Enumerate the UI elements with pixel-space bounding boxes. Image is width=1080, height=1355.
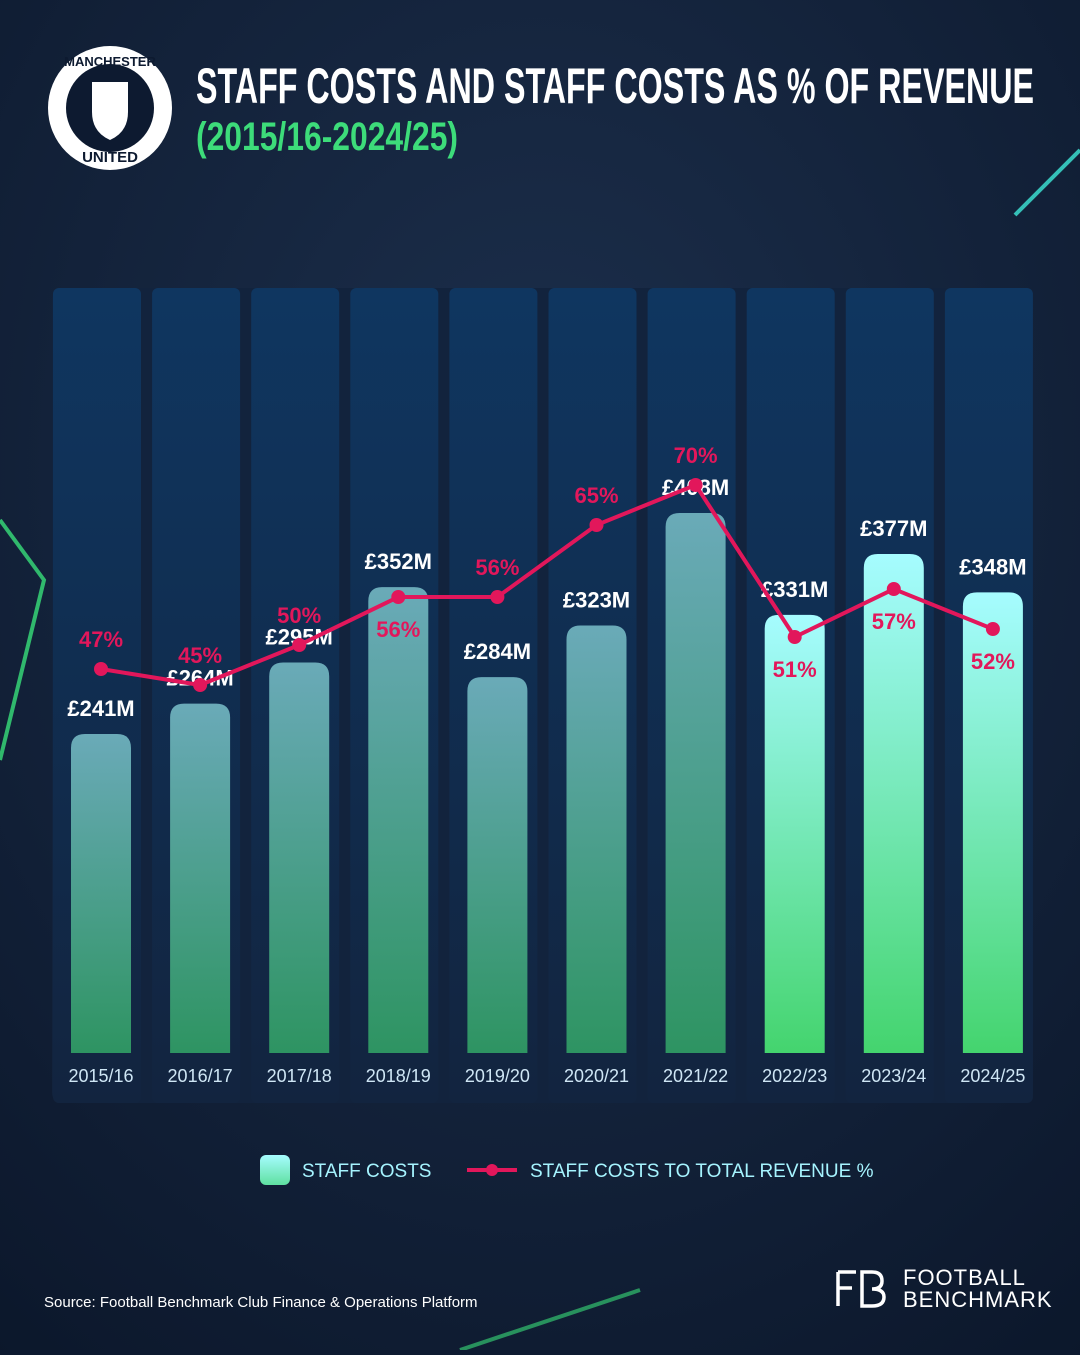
x-tick-label: 2016/17: [168, 1066, 233, 1086]
bar: [764, 614, 825, 1053]
bar-value-label: £377M: [860, 516, 927, 541]
x-tick-label: 2019/20: [465, 1066, 530, 1086]
bar-value-label: £284M: [464, 639, 531, 664]
line-value-label: 52%: [971, 649, 1015, 674]
neon-line: [459, 1288, 641, 1352]
bar-value-label: £331M: [761, 577, 828, 602]
legend-swatch-bar: [260, 1155, 290, 1185]
bar: [467, 677, 528, 1053]
brand-text: FOOTBALL: [903, 1265, 1026, 1290]
x-tick-label: 2024/25: [960, 1066, 1025, 1086]
bar: [170, 703, 231, 1053]
source: Source: Football Benchmark Club Finance …: [44, 1294, 478, 1311]
bar: [368, 587, 429, 1053]
line-point: [985, 622, 1000, 636]
x-tick-label: 2020/21: [564, 1066, 629, 1086]
bar: [665, 513, 726, 1053]
line-point: [292, 638, 307, 652]
brand-text: BENCHMARK: [903, 1287, 1053, 1312]
line-point: [391, 590, 406, 604]
line-value-label: 51%: [773, 657, 817, 682]
neon-line: [0, 518, 47, 761]
line-value-label: 65%: [574, 483, 618, 508]
legend-label: STAFF COSTS: [302, 1161, 431, 1182]
x-tick-label: 2023/24: [861, 1066, 926, 1086]
line-point: [886, 582, 901, 596]
x-tick-label: 2022/23: [762, 1066, 827, 1086]
legend-swatch-dot: [486, 1164, 498, 1176]
bar-value-label: £241M: [67, 696, 134, 721]
line-value-label: 50%: [277, 603, 321, 628]
bar: [71, 734, 131, 1053]
line-value-label: 56%: [475, 555, 519, 580]
x-tick-label: 2018/19: [366, 1066, 431, 1086]
line-point: [490, 590, 505, 604]
bar: [863, 554, 924, 1053]
crest-shield: [92, 82, 128, 140]
neon-line: [1013, 148, 1080, 217]
crest-top-text: MANCHESTER: [64, 54, 156, 69]
line: [100, 482, 994, 688]
bar-value-label: £348M: [959, 554, 1026, 579]
x-tick-label: 2015/16: [68, 1066, 133, 1086]
line-value-label: 57%: [872, 609, 916, 634]
bar: [962, 592, 1023, 1053]
bar-value-label: £352M: [365, 549, 432, 574]
line-value-label: 56%: [376, 617, 420, 642]
bar: [269, 662, 330, 1053]
line-point: [688, 478, 703, 492]
line-point: [193, 678, 208, 692]
line-point: [94, 662, 108, 676]
line-point: [589, 518, 604, 532]
plot: 2015/16 2016/17 2017/18 2018/19 2019/20 2020/…: [53, 288, 1033, 1103]
brand-logo: FOOTBALL BENCHMARK: [836, 1265, 1053, 1312]
line-value-label: 47%: [79, 627, 123, 652]
subtitle: (2015/16-2024/25): [196, 115, 458, 159]
legend: STAFF COSTS STAFF COSTS TO TOTAL REVENUE…: [260, 1155, 874, 1185]
x-tick-label: 2021/22: [663, 1066, 728, 1086]
line-value-label: 70%: [674, 443, 718, 468]
brand-mark: [836, 1270, 886, 1308]
club-crest: MANCHESTER UNITED: [48, 46, 172, 170]
crest-bottom-text: UNITED: [82, 149, 138, 166]
legend-label: STAFF COSTS TO TOTAL REVENUE %: [530, 1161, 874, 1182]
line-value-label: 45%: [178, 643, 222, 668]
title: STAFF COSTS AND STAFF COSTS AS % OF REVE…: [196, 58, 1034, 114]
bar: [566, 625, 627, 1053]
x-tick-label: 2017/18: [267, 1066, 332, 1086]
bar-value-label: £323M: [563, 588, 630, 613]
line-point: [787, 630, 802, 644]
